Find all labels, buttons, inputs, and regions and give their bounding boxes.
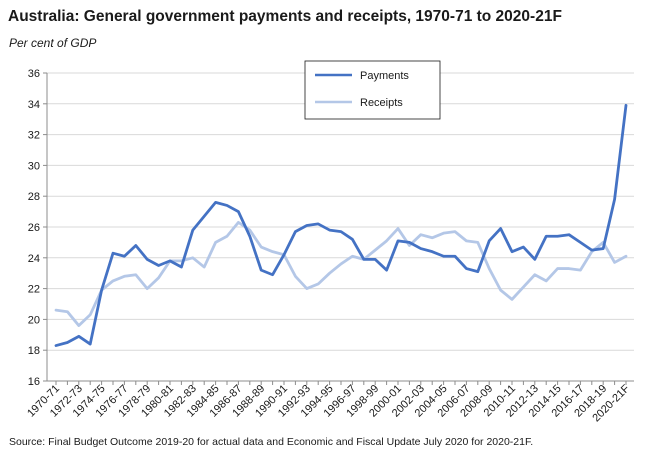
legend-label-receipts: Receipts [360, 97, 403, 109]
legend-label-payments: Payments [360, 70, 409, 82]
y-axis-ticks: 16 18 20 22 24 26 28 30 32 34 36 [28, 68, 47, 388]
chart-title: Australia: General government payments a… [8, 8, 562, 25]
chart-subtitle: Per cent of GDP [9, 36, 97, 50]
y-tick-label: 16 [28, 376, 40, 388]
series-line-receipts [54, 220, 628, 327]
y-tick-label: 32 [28, 130, 40, 142]
y-tick-label: 24 [28, 253, 40, 265]
y-tick-label: 18 [28, 345, 40, 357]
legend: Payments Receipts [304, 60, 441, 120]
y-tick-label: 30 [28, 160, 40, 172]
legend-box [304, 60, 441, 120]
series-line-payments [54, 103, 628, 347]
y-tick-label: 28 [28, 191, 40, 203]
y-tick-label: 20 [28, 314, 40, 326]
x-axis-ticks: 1970-711972-731974-751976-771978-791980-… [25, 381, 632, 424]
y-tick-label: 36 [28, 68, 40, 80]
y-tick-label: 34 [28, 99, 40, 111]
y-tick-label: 22 [28, 284, 40, 296]
chart-source: Source: Final Budget Outcome 2019-20 for… [9, 436, 534, 448]
series-lines [54, 103, 628, 347]
y-tick-label: 26 [28, 222, 40, 234]
